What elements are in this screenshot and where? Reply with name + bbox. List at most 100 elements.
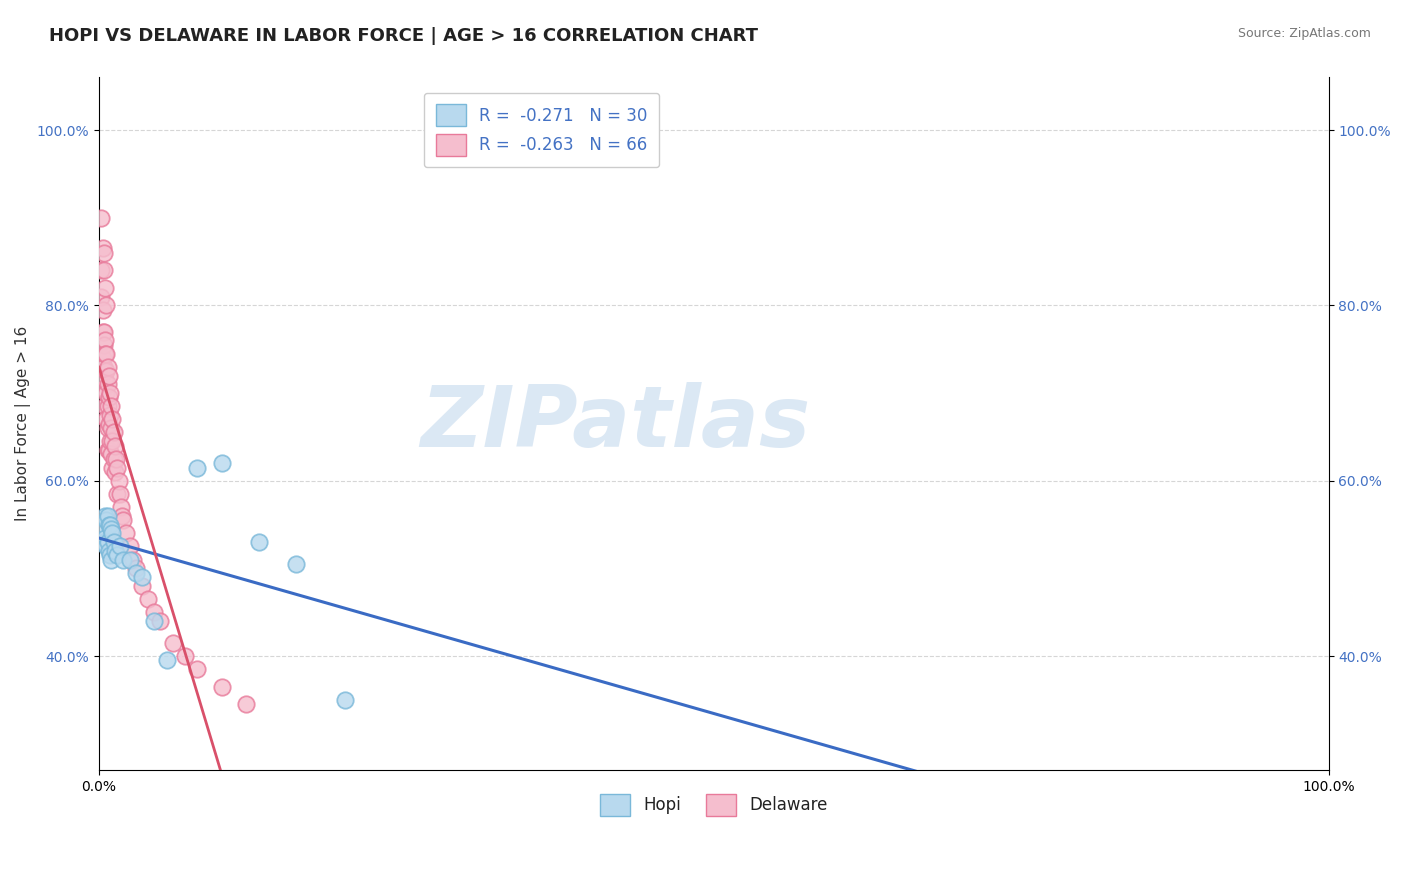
Point [143, 614, 166, 628]
Point [96, 377, 118, 392]
Point [91, 325, 114, 339]
Point [162, 636, 184, 650]
Point [104, 465, 127, 479]
Point [100, 522, 122, 536]
Point [96, 421, 118, 435]
Point [98, 434, 121, 449]
Point [94, 531, 117, 545]
Point [107, 474, 129, 488]
Point [93, 325, 115, 339]
Point [97, 517, 120, 532]
Point [105, 451, 128, 466]
Point [284, 557, 307, 571]
Point [93, 338, 115, 352]
Point [108, 540, 131, 554]
Point [94, 508, 117, 523]
Point [333, 693, 356, 707]
Point [131, 579, 153, 593]
Point [91, 241, 114, 255]
Point [143, 605, 166, 619]
Point [91, 351, 114, 365]
Point [211, 456, 233, 470]
Point [97, 417, 120, 431]
Point [91, 522, 114, 536]
Point [93, 535, 115, 549]
Point [96, 540, 118, 554]
Point [96, 443, 118, 458]
Point [96, 399, 118, 413]
Point [105, 487, 128, 501]
Point [110, 500, 132, 514]
Y-axis label: In Labor Force | Age > 16: In Labor Force | Age > 16 [15, 326, 31, 521]
Point [98, 548, 121, 562]
Point [101, 460, 124, 475]
Point [96, 412, 118, 426]
Point [96, 535, 118, 549]
Point [101, 526, 124, 541]
Point [93, 382, 115, 396]
Point [98, 517, 121, 532]
Point [93, 245, 115, 260]
Point [94, 281, 117, 295]
Point [104, 544, 127, 558]
Point [97, 544, 120, 558]
Point [118, 540, 141, 554]
Point [100, 421, 122, 435]
Point [131, 570, 153, 584]
Point [125, 561, 148, 575]
Point [101, 412, 124, 426]
Point [103, 425, 125, 440]
Point [155, 653, 177, 667]
Point [108, 487, 131, 501]
Point [103, 451, 125, 466]
Point [103, 535, 125, 549]
Point [100, 552, 122, 566]
Point [90, 211, 112, 225]
Point [94, 399, 117, 413]
Point [105, 548, 128, 562]
Point [98, 386, 121, 401]
Point [91, 302, 114, 317]
Point [101, 434, 124, 449]
Point [94, 373, 117, 387]
Point [97, 391, 120, 405]
Text: ZIPatlas: ZIPatlas [420, 382, 810, 466]
Point [235, 698, 257, 712]
Point [98, 408, 121, 422]
Point [97, 443, 120, 458]
Point [125, 566, 148, 580]
Point [122, 552, 145, 566]
Point [96, 298, 118, 312]
Legend: Hopi, Delaware: Hopi, Delaware [592, 786, 837, 824]
Point [112, 513, 135, 527]
Point [93, 359, 115, 374]
Point [186, 460, 208, 475]
Point [97, 368, 120, 383]
Point [96, 346, 118, 360]
Point [136, 592, 159, 607]
Point [96, 513, 118, 527]
Point [96, 364, 118, 378]
Point [118, 552, 141, 566]
Point [112, 552, 135, 566]
Point [94, 334, 117, 348]
Point [94, 346, 117, 360]
Point [111, 508, 134, 523]
Point [186, 662, 208, 676]
Point [211, 680, 233, 694]
Point [100, 447, 122, 461]
Point [100, 399, 122, 413]
Point [96, 508, 118, 523]
Text: Source: ZipAtlas.com: Source: ZipAtlas.com [1237, 27, 1371, 40]
Point [149, 614, 172, 628]
Point [174, 648, 197, 663]
Point [96, 386, 118, 401]
Point [115, 526, 138, 541]
Point [96, 359, 118, 374]
Text: HOPI VS DELAWARE IN LABOR FORCE | AGE > 16 CORRELATION CHART: HOPI VS DELAWARE IN LABOR FORCE | AGE > … [49, 27, 758, 45]
Point [90, 290, 112, 304]
Point [93, 263, 115, 277]
Point [104, 439, 127, 453]
Point [247, 535, 270, 549]
Point [90, 263, 112, 277]
